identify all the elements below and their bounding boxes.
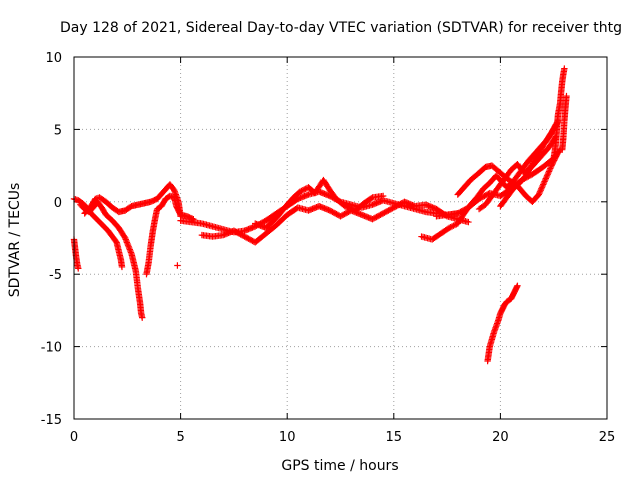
data-point (75, 265, 82, 272)
data-point (547, 165, 554, 172)
x-tick-label: 20 (492, 430, 509, 445)
y-tick-label: 5 (54, 123, 62, 138)
x-tick-label: 10 (279, 430, 296, 445)
data-point (298, 187, 305, 195)
series-late-arc-1 (418, 118, 562, 243)
series-negative-late-arc (484, 282, 521, 365)
data-point (465, 218, 472, 226)
data-point (451, 221, 459, 229)
x-tick-label: 15 (386, 430, 403, 445)
data-point (301, 186, 308, 193)
data-point (542, 175, 550, 182)
data-point (538, 184, 546, 191)
data-point (545, 168, 553, 175)
data-point (379, 192, 387, 200)
data-point (541, 176, 549, 184)
y-tick-label: -5 (49, 268, 62, 283)
data-point (448, 223, 456, 230)
data-point (538, 185, 545, 192)
series-steep-late-arc (550, 65, 568, 162)
data-point (514, 282, 521, 289)
data-series (70, 65, 570, 365)
y-tick-label: 10 (45, 51, 62, 66)
plot-frame (73, 56, 608, 420)
data-point (561, 65, 568, 72)
data-point (535, 191, 542, 198)
data-point (450, 222, 457, 229)
data-point (299, 187, 307, 194)
series-early-arc-5 (143, 192, 197, 278)
data-point (296, 188, 304, 195)
y-tick-label: -10 (41, 341, 62, 356)
x-tick-label: 0 (70, 430, 78, 445)
series-steep-late-arc-2 (559, 92, 570, 153)
y-tick-label: -15 (41, 413, 62, 428)
y-tick-label: 0 (54, 196, 62, 211)
data-point (546, 166, 553, 174)
data-point (446, 224, 453, 232)
y-tick-labels: -15 -10 -5 0 5 10 (41, 51, 62, 428)
series-late-arc-5 (497, 117, 562, 210)
data-point (563, 92, 570, 100)
data-point (118, 263, 126, 271)
series-midday-arc-3 (252, 176, 387, 232)
data-point (541, 178, 548, 185)
data-point (544, 171, 551, 178)
series-early-arc-4 (81, 181, 184, 220)
series-early-arc-3 (77, 198, 146, 321)
x-tick-label: 25 (599, 430, 616, 445)
data-point (536, 189, 543, 197)
data-point (539, 182, 546, 190)
series-midday-arc-1 (177, 188, 461, 236)
data-point (537, 187, 544, 194)
data-point (547, 163, 555, 171)
chart-title: Day 128 of 2021, Sidereal Day-to-day VTE… (60, 20, 622, 36)
series-early-arc-1 (70, 236, 82, 272)
data-point (174, 262, 181, 269)
data-point (139, 314, 146, 321)
data-point (368, 195, 375, 202)
data-point (536, 188, 544, 195)
data-point (447, 223, 454, 231)
x-tick-labels: 0 5 10 15 20 25 (70, 430, 615, 445)
y-axis-label: SDTVAR / TECUs (7, 183, 23, 298)
x-tick-label: 5 (176, 430, 184, 445)
data-point (540, 181, 547, 188)
series-isolated-point (174, 262, 181, 269)
series-early-arc-2 (70, 195, 126, 271)
data-point (545, 169, 552, 177)
data-point (540, 179, 548, 187)
x-axis-label: GPS time / hours (281, 458, 398, 474)
data-point (543, 172, 551, 179)
data-point (543, 173, 550, 181)
